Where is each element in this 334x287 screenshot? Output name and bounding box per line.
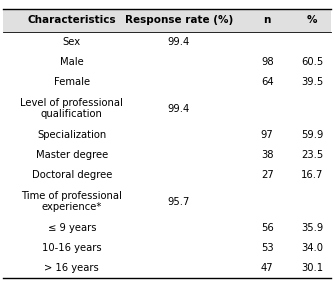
Text: Specialization: Specialization bbox=[37, 130, 107, 140]
Text: %: % bbox=[307, 15, 318, 25]
Text: > 16 years: > 16 years bbox=[44, 263, 99, 273]
Text: 95.7: 95.7 bbox=[168, 197, 190, 207]
Text: 56: 56 bbox=[261, 223, 274, 233]
Text: 30.1: 30.1 bbox=[301, 263, 323, 273]
Text: Doctoral degree: Doctoral degree bbox=[32, 170, 112, 180]
Text: 60.5: 60.5 bbox=[301, 57, 323, 67]
Text: Female: Female bbox=[54, 77, 90, 87]
Text: 39.5: 39.5 bbox=[301, 77, 323, 87]
Text: Male: Male bbox=[60, 57, 84, 67]
Text: 99.4: 99.4 bbox=[168, 104, 190, 114]
Text: 38: 38 bbox=[261, 150, 274, 160]
Text: 23.5: 23.5 bbox=[301, 150, 323, 160]
Text: Level of professional
qualification: Level of professional qualification bbox=[20, 98, 123, 119]
Text: 97: 97 bbox=[261, 130, 274, 140]
Text: 53: 53 bbox=[261, 243, 274, 253]
Text: 64: 64 bbox=[261, 77, 274, 87]
Text: 99.4: 99.4 bbox=[168, 37, 190, 47]
Text: 47: 47 bbox=[261, 263, 274, 273]
Text: ≤ 9 years: ≤ 9 years bbox=[47, 223, 96, 233]
Text: 59.9: 59.9 bbox=[301, 130, 323, 140]
Text: Sex: Sex bbox=[63, 37, 81, 47]
Text: 34.0: 34.0 bbox=[301, 243, 323, 253]
Text: Characteristics: Characteristics bbox=[27, 15, 116, 25]
Text: 35.9: 35.9 bbox=[301, 223, 323, 233]
Text: Master degree: Master degree bbox=[36, 150, 108, 160]
Text: Response rate (%): Response rate (%) bbox=[125, 15, 233, 25]
Text: 16.7: 16.7 bbox=[301, 170, 323, 180]
Text: Time of professional
experience*: Time of professional experience* bbox=[21, 191, 122, 212]
Text: n: n bbox=[264, 15, 271, 25]
Text: 98: 98 bbox=[261, 57, 274, 67]
Text: 10-16 years: 10-16 years bbox=[42, 243, 102, 253]
Text: 27: 27 bbox=[261, 170, 274, 180]
Bar bbox=[3, 9, 331, 32]
